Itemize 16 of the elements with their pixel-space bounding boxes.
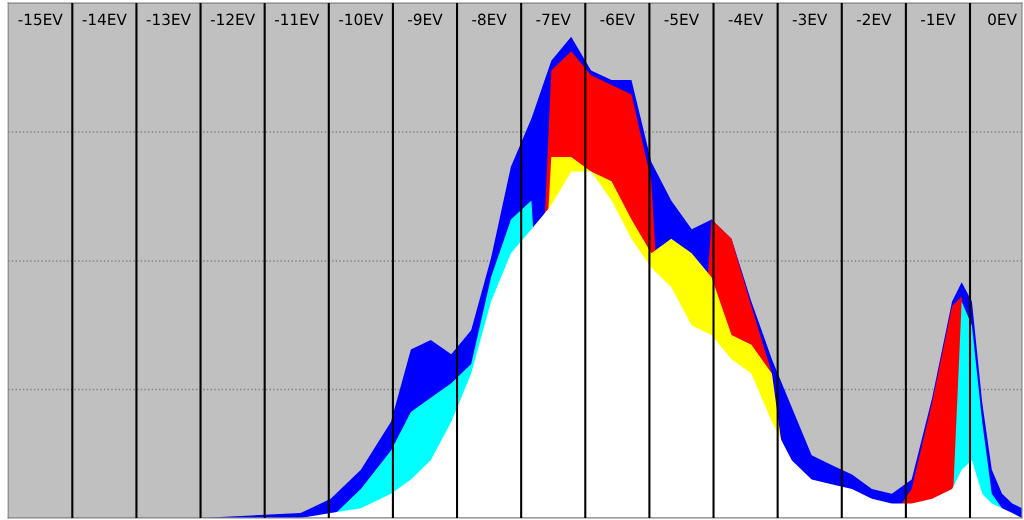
x-tick-label: -12EV xyxy=(210,13,256,25)
x-tick-label: -3EV xyxy=(792,13,828,26)
x-tick-label: -9EV xyxy=(408,13,443,26)
x-tick-label: -7EV xyxy=(536,13,571,25)
x-tick-label: -8EV xyxy=(472,13,507,26)
x-tick-label: -6EV xyxy=(600,13,635,26)
x-tick-label: -15EV xyxy=(18,13,63,26)
x-tick-label: 0EV xyxy=(988,13,1017,26)
x-tick-label: -14EV xyxy=(82,13,127,25)
x-tick-label: -1EV xyxy=(921,13,956,25)
x-tick-label: -13EV xyxy=(146,13,191,26)
x-tick-label: -10EV xyxy=(339,13,384,26)
x-tick-label: -2EV xyxy=(856,13,892,25)
x-tick-label: -11EV xyxy=(274,13,320,25)
x-tick-label: -5EV xyxy=(664,13,700,26)
x-tick-label: -4EV xyxy=(728,13,764,25)
